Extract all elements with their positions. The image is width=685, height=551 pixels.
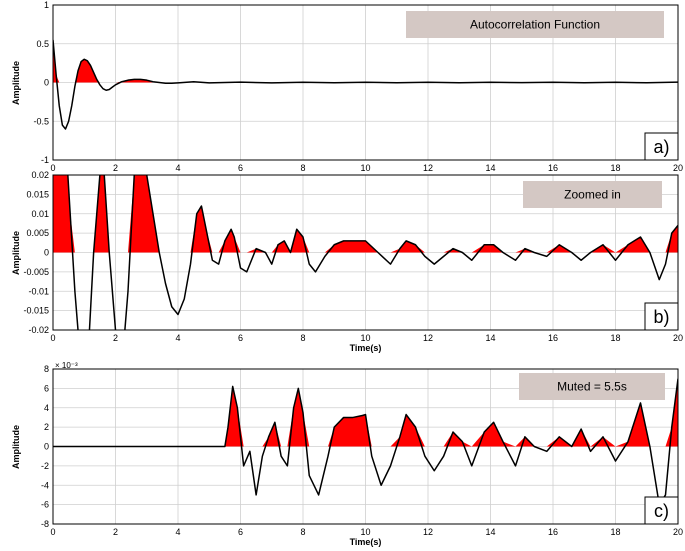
x-tick-label: 2 [113,527,118,537]
x-tick-label: 10 [360,163,370,173]
panel-tag-box [644,132,679,161]
y-tick-label: 0.015 [26,189,49,199]
y-axis-label: Amplitude [11,425,21,469]
x-tick-label: 8 [300,163,305,173]
x-tick-label: 12 [423,163,433,173]
x-tick-label: 14 [485,333,495,343]
positive-area-fill [53,378,678,447]
y-tick-label: 1 [44,0,49,10]
y-tick-label: -1 [41,155,49,165]
x-tick-label: 20 [673,333,683,343]
panel-tag-label: b) [653,307,669,327]
plot-frame [52,4,679,161]
y-tick-label: -0.5 [33,116,49,126]
y-tick-label: 0 [44,248,49,258]
y-tick-label: 8 [44,364,49,374]
x-tick-label: 8 [300,333,305,343]
y-tick-label: 0.02 [31,170,49,180]
x-axis-label: Time(s) [350,343,382,353]
x-tick-label: 12 [423,527,433,537]
y-tick-label: -2 [41,461,49,471]
plot-frame [52,174,679,331]
x-tick-label: 10 [360,333,370,343]
y-tick-label: 4 [44,403,49,413]
y-tick-label: -0.015 [23,306,49,316]
annotation-text: Zoomed in [564,188,621,202]
x-axis-label: Time(s) [350,537,382,547]
x-tick-label: 0 [50,163,55,173]
x-tick-label: 18 [610,333,620,343]
x-tick-label: 20 [673,163,683,173]
x-tick-label: 8 [300,527,305,537]
x-tick-label: 16 [548,163,558,173]
annotation-text: Muted = 5.5s [557,380,627,394]
annotation-box [406,11,664,38]
y-tick-label: -0.005 [23,267,49,277]
y-tick-label: -0.02 [28,325,49,335]
x-tick-label: 0 [50,527,55,537]
y-axis-label: Amplitude [11,61,21,105]
x-tick-label: 4 [175,527,180,537]
x-tick-label: 10 [360,527,370,537]
x-tick-label: 6 [238,163,243,173]
chart-panel-b: 0 2 4 6 8 10 12 14 16 18 200.020.0150.010.0050-0.0… [11,170,683,353]
x-tick-label: 14 [485,163,495,173]
x-tick-label: 18 [610,527,620,537]
x-tick-label: 4 [175,163,180,173]
y-axis-label: Amplitude [11,231,21,275]
annotation-box [523,181,662,208]
y-tick-label: -8 [41,519,49,529]
x-tick-label: 14 [485,527,495,537]
y-tick-label: 0.5 [36,39,49,49]
x-tick-label: 16 [548,527,558,537]
y-tick-label: 2 [44,422,49,432]
x-tick-label: 4 [175,333,180,343]
y-tick-label: -0.01 [28,286,49,296]
x-tick-label: 2 [113,333,118,343]
panel-tag-box [644,496,679,525]
series-line [53,39,678,130]
x-tick-label: 12 [423,333,433,343]
y-tick-label: 0 [44,78,49,88]
chart-panel-a: 0 2 4 6 8 10 12 14 16 18 20 1 0.5 0 -0.5 -1 Amplitude Aut… [11,0,683,173]
x-tick-label: 0 [50,333,55,343]
y-tick-label: 0.01 [31,209,49,219]
annotation-box [519,373,665,400]
panel-tag-label: a) [653,137,669,157]
y-tick-label: -6 [41,500,49,510]
panel-tag-label: c) [654,501,669,521]
x-tick-label: 20 [673,527,683,537]
x-tick-label: 6 [238,333,243,343]
y-tick-label: -4 [41,480,49,490]
y-tick-label: 0.005 [26,228,49,238]
y-tick-label: 0 [44,442,49,452]
chart-panel-c: 0 2 4 6 8 10 12 14 16 18 2086420-2-4-6-8AmplitudeT… [11,361,683,547]
panel-tag-box [644,302,679,331]
x-tick-label: 2 [113,163,118,173]
x-tick-label: 16 [548,333,558,343]
plot-frame [52,368,679,525]
annotation-text: Autocorrelation Function [470,18,600,32]
y-exponent-label: × 10⁻³ [55,361,78,370]
x-tick-label: 6 [238,527,243,537]
x-tick-label: 18 [610,163,620,173]
y-tick-label: 6 [44,383,49,393]
